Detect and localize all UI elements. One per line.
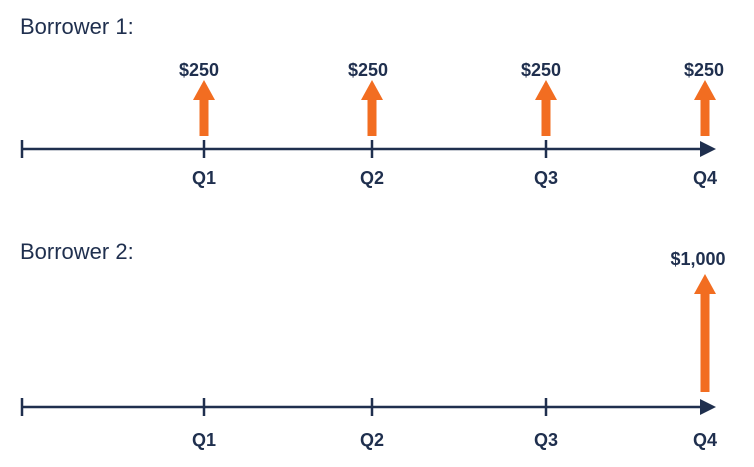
timeline-2-tick-label-q2: Q2 <box>360 430 384 450</box>
timeline-1-payment-label-q2: $250 <box>348 60 388 80</box>
borrower-2-label: Borrower 2: <box>20 239 134 264</box>
timeline-1-tick-label-q1: Q1 <box>192 168 216 188</box>
timeline-1-tick-label-q2: Q2 <box>360 168 384 188</box>
timeline-1-payment-arrow-q1 <box>193 80 215 136</box>
timeline-1-payment-label-q3: $250 <box>521 60 561 80</box>
timeline-2-tick-label-q1: Q1 <box>192 430 216 450</box>
timeline-borrower-1: Borrower 1: Q1 $250 Q2 $250 Q3 $250 Q4 <box>20 14 724 188</box>
timeline-1-payment-label-q4: $250 <box>684 60 724 80</box>
timeline-2-payment-arrow-q4 <box>694 274 716 392</box>
timeline-1-payment-arrow-q2 <box>361 80 383 136</box>
timeline-1-payment-label-q1: $250 <box>179 60 219 80</box>
timeline-2-tick-label-q4: Q4 <box>693 430 717 450</box>
timeline-1-tick-label-q4: Q4 <box>693 168 717 188</box>
timeline-borrower-2: Borrower 2: Q1 Q2 Q3 Q4 $1,000 <box>20 239 726 450</box>
timeline-2-axis-arrowhead <box>700 399 716 415</box>
timeline-1-axis-arrowhead <box>700 141 716 157</box>
timeline-1-tick-label-q3: Q3 <box>534 168 558 188</box>
timeline-2-payment-label-q4: $1,000 <box>670 249 725 269</box>
timeline-2-tick-label-q3: Q3 <box>534 430 558 450</box>
timeline-1-payment-arrow-q3 <box>535 80 557 136</box>
timeline-1-payment-arrow-q4 <box>694 80 716 136</box>
borrower-1-label: Borrower 1: <box>20 14 134 39</box>
